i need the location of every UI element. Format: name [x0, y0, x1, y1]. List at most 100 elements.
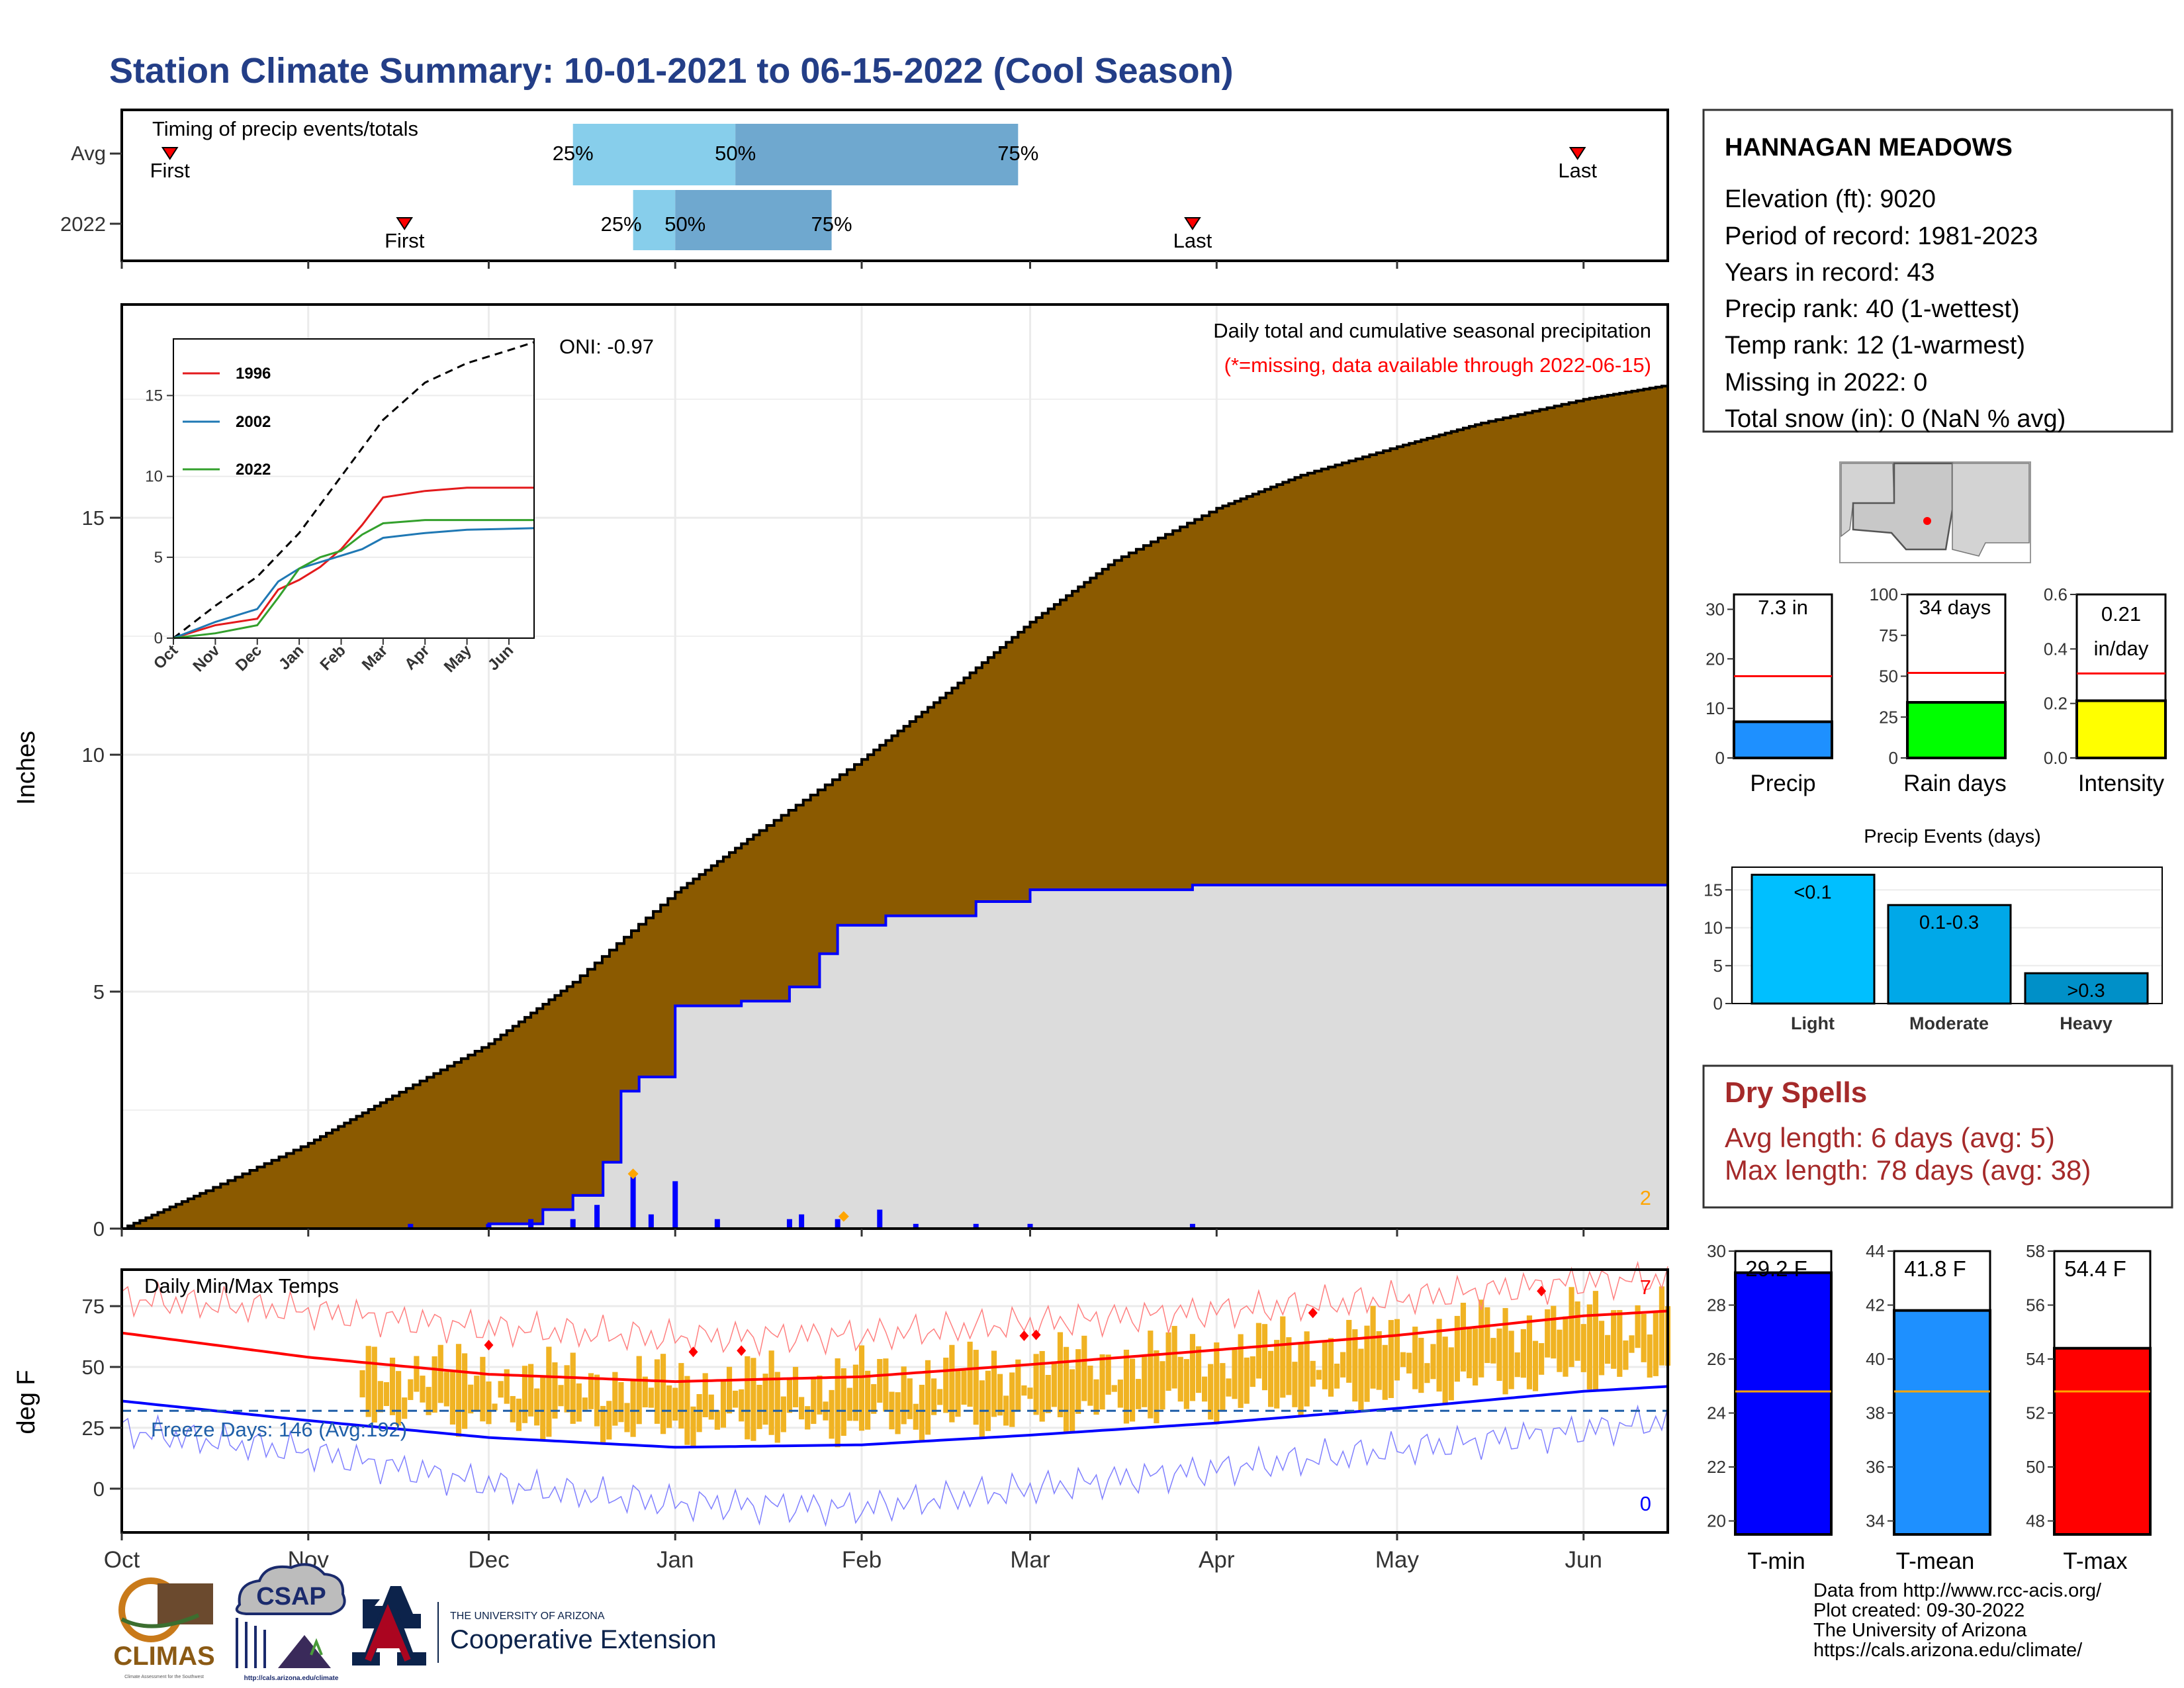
daily-temp-range-bar	[907, 1378, 913, 1419]
daily-temp-range-bar	[1328, 1338, 1334, 1397]
footer-line-3: The University of Arizona	[1813, 1620, 2027, 1641]
daily-temp-range-bar	[516, 1398, 522, 1431]
event-category-label-0: Light	[1791, 1013, 1835, 1033]
timing-bar-q25-q50-0	[572, 124, 736, 185]
mini-intensity-unit: in/day	[2094, 637, 2149, 660]
temp-summary-tick-label-2-1: 50	[2026, 1457, 2045, 1477]
daily-temp-range-bar	[1027, 1387, 1033, 1399]
daily-temp-range-bar	[871, 1383, 877, 1414]
daily-temp-range-bar	[1105, 1354, 1111, 1395]
daily-temp-range-bar	[799, 1397, 805, 1420]
daily-temp-range-bar	[877, 1358, 883, 1403]
daily-temp-range-bar	[1370, 1305, 1376, 1389]
daily-temp-range-bar	[1502, 1308, 1508, 1395]
timing-avg-q50-label: 50%	[715, 142, 756, 165]
daily-temp-range-bar	[1069, 1369, 1075, 1432]
daily-temp-range-bar	[1388, 1320, 1394, 1398]
daily-temp-range-bar	[955, 1370, 961, 1417]
record-high-marker-0	[484, 1339, 494, 1350]
timing-first-marker-0	[161, 147, 179, 160]
dry-spells-title: Dry Spells	[1725, 1076, 1867, 1109]
daily-temp-range-bar	[1250, 1356, 1255, 1387]
daily-precip-bar	[528, 1219, 534, 1229]
daily-precip-bar	[648, 1214, 654, 1229]
daily-temp-range-bar	[437, 1344, 443, 1403]
daily-temp-range-bar	[498, 1381, 504, 1398]
daily-temp-range-bar	[1563, 1316, 1569, 1377]
daily-temp-range-bar	[1304, 1331, 1310, 1407]
timing-avg-last-label: Last	[1558, 159, 1597, 182]
daily-precip-bar	[570, 1219, 576, 1229]
event-category-label-2: Heavy	[2060, 1013, 2113, 1033]
timing-2022-q75-label: 75%	[811, 212, 852, 236]
timing-bar-q25-q50-1	[633, 190, 676, 250]
precip-annotation-title: Daily total and cumulative seasonal prec…	[1213, 319, 1651, 342]
daily-temp-range-bar	[1635, 1305, 1641, 1348]
events-ytick-label-5: 5	[1713, 956, 1723, 976]
daily-temp-range-bar	[684, 1376, 690, 1445]
tmean-value: 41.8 F	[1904, 1256, 1966, 1281]
daily-temp-range-bar	[913, 1403, 919, 1430]
tmean-name: T-mean	[1896, 1548, 1975, 1574]
daily-temp-range-bar	[1514, 1352, 1520, 1378]
daily-temp-range-bar	[780, 1396, 786, 1432]
mini-intensity-value: 0.21	[2101, 602, 2141, 626]
daily-temp-range-bar	[1641, 1313, 1647, 1362]
daily-temp-range-bar	[858, 1345, 865, 1431]
timing-last-marker-0	[1569, 147, 1586, 160]
csap-logo: CSAP http://cals.arizona.edu/climate	[235, 1563, 346, 1682]
daily-precip-bar	[594, 1205, 600, 1229]
timing-bar-q50-q75-0	[735, 124, 1019, 185]
temp-summary-tick-label-1-0: 34	[1866, 1511, 1885, 1531]
daily-temp-range-bar	[527, 1364, 534, 1417]
station-line-6: Missing in 2022: 0	[1725, 369, 1927, 397]
precip-ytick-label-15: 15	[82, 506, 105, 530]
daily-temp-range-bar	[480, 1356, 486, 1422]
daily-temp-range-bar	[1569, 1287, 1574, 1368]
daily-temp-range-bar	[1009, 1372, 1015, 1427]
record-high-marker-2	[737, 1345, 747, 1356]
temp-summary-tick-label-1-5: 44	[1866, 1241, 1885, 1261]
temp-summary-tick-label-2-3: 54	[2026, 1349, 2045, 1369]
daily-temp-range-bar	[1617, 1309, 1623, 1377]
daily-temp-range-bar	[1171, 1326, 1177, 1389]
station-line-4: Precip rank: 40 (1-wettest)	[1725, 295, 2020, 323]
daily-temp-range-bar	[1274, 1340, 1280, 1409]
daily-temp-range-bar	[486, 1381, 492, 1425]
daily-temp-range-bar	[377, 1381, 383, 1413]
x-tick-label-mar: Mar	[1010, 1547, 1050, 1573]
daily-temp-range-bar	[1653, 1311, 1659, 1376]
timing-2022-q25-label: 25%	[601, 212, 642, 236]
daily-temp-range-bar	[720, 1381, 727, 1428]
daily-temp-range-bar	[1244, 1357, 1250, 1404]
dry-spells-box: Dry Spells Avg length: 6 days (avg: 5) M…	[1702, 1064, 2173, 1209]
daily-temp-range-bar	[1148, 1331, 1154, 1419]
temp-summary-tick-label-1-2: 38	[1866, 1403, 1885, 1423]
trace-marker-1	[838, 1211, 849, 1222]
daily-temp-range-bar	[1075, 1349, 1081, 1414]
precip-ytick-label-5: 5	[93, 980, 105, 1004]
record-high-marker-1	[688, 1346, 698, 1358]
station-line-7: Total snow (in): 0 (NaN % avg)	[1725, 405, 2066, 433]
daily-temp-range-bar	[1545, 1309, 1551, 1358]
x-tick-label-may: May	[1375, 1547, 1420, 1573]
daily-temp-range-bar	[1238, 1334, 1244, 1408]
daily-temp-range-bar	[1508, 1331, 1514, 1389]
mini-intensity-name: Intensity	[2078, 771, 2165, 796]
daily-temp-range-bar	[455, 1344, 462, 1437]
daily-temp-range-bar	[510, 1395, 516, 1423]
record-min-line	[121, 1404, 1668, 1527]
mini-bar-tick-label-0-3: 30	[1706, 599, 1725, 619]
station-name: HANNAGAN MEADOWS	[1725, 134, 2013, 162]
daily-temp-range-bar	[1442, 1336, 1448, 1405]
temp-summary-tick-label-0-5: 30	[1707, 1241, 1726, 1261]
daily-temp-range-bar	[1479, 1299, 1484, 1378]
daily-temp-range-bar	[745, 1356, 751, 1440]
daily-temp-range-bar	[648, 1387, 654, 1408]
temp-count-top: 7	[1640, 1276, 1651, 1299]
daily-temp-range-bar	[1448, 1347, 1454, 1401]
daily-temp-range-bar	[774, 1372, 780, 1443]
mini-bar-tick-label-2-2: 0.4	[2044, 639, 2068, 659]
daily-temp-range-bar	[1358, 1348, 1364, 1412]
daily-temp-range-bar	[642, 1376, 648, 1408]
